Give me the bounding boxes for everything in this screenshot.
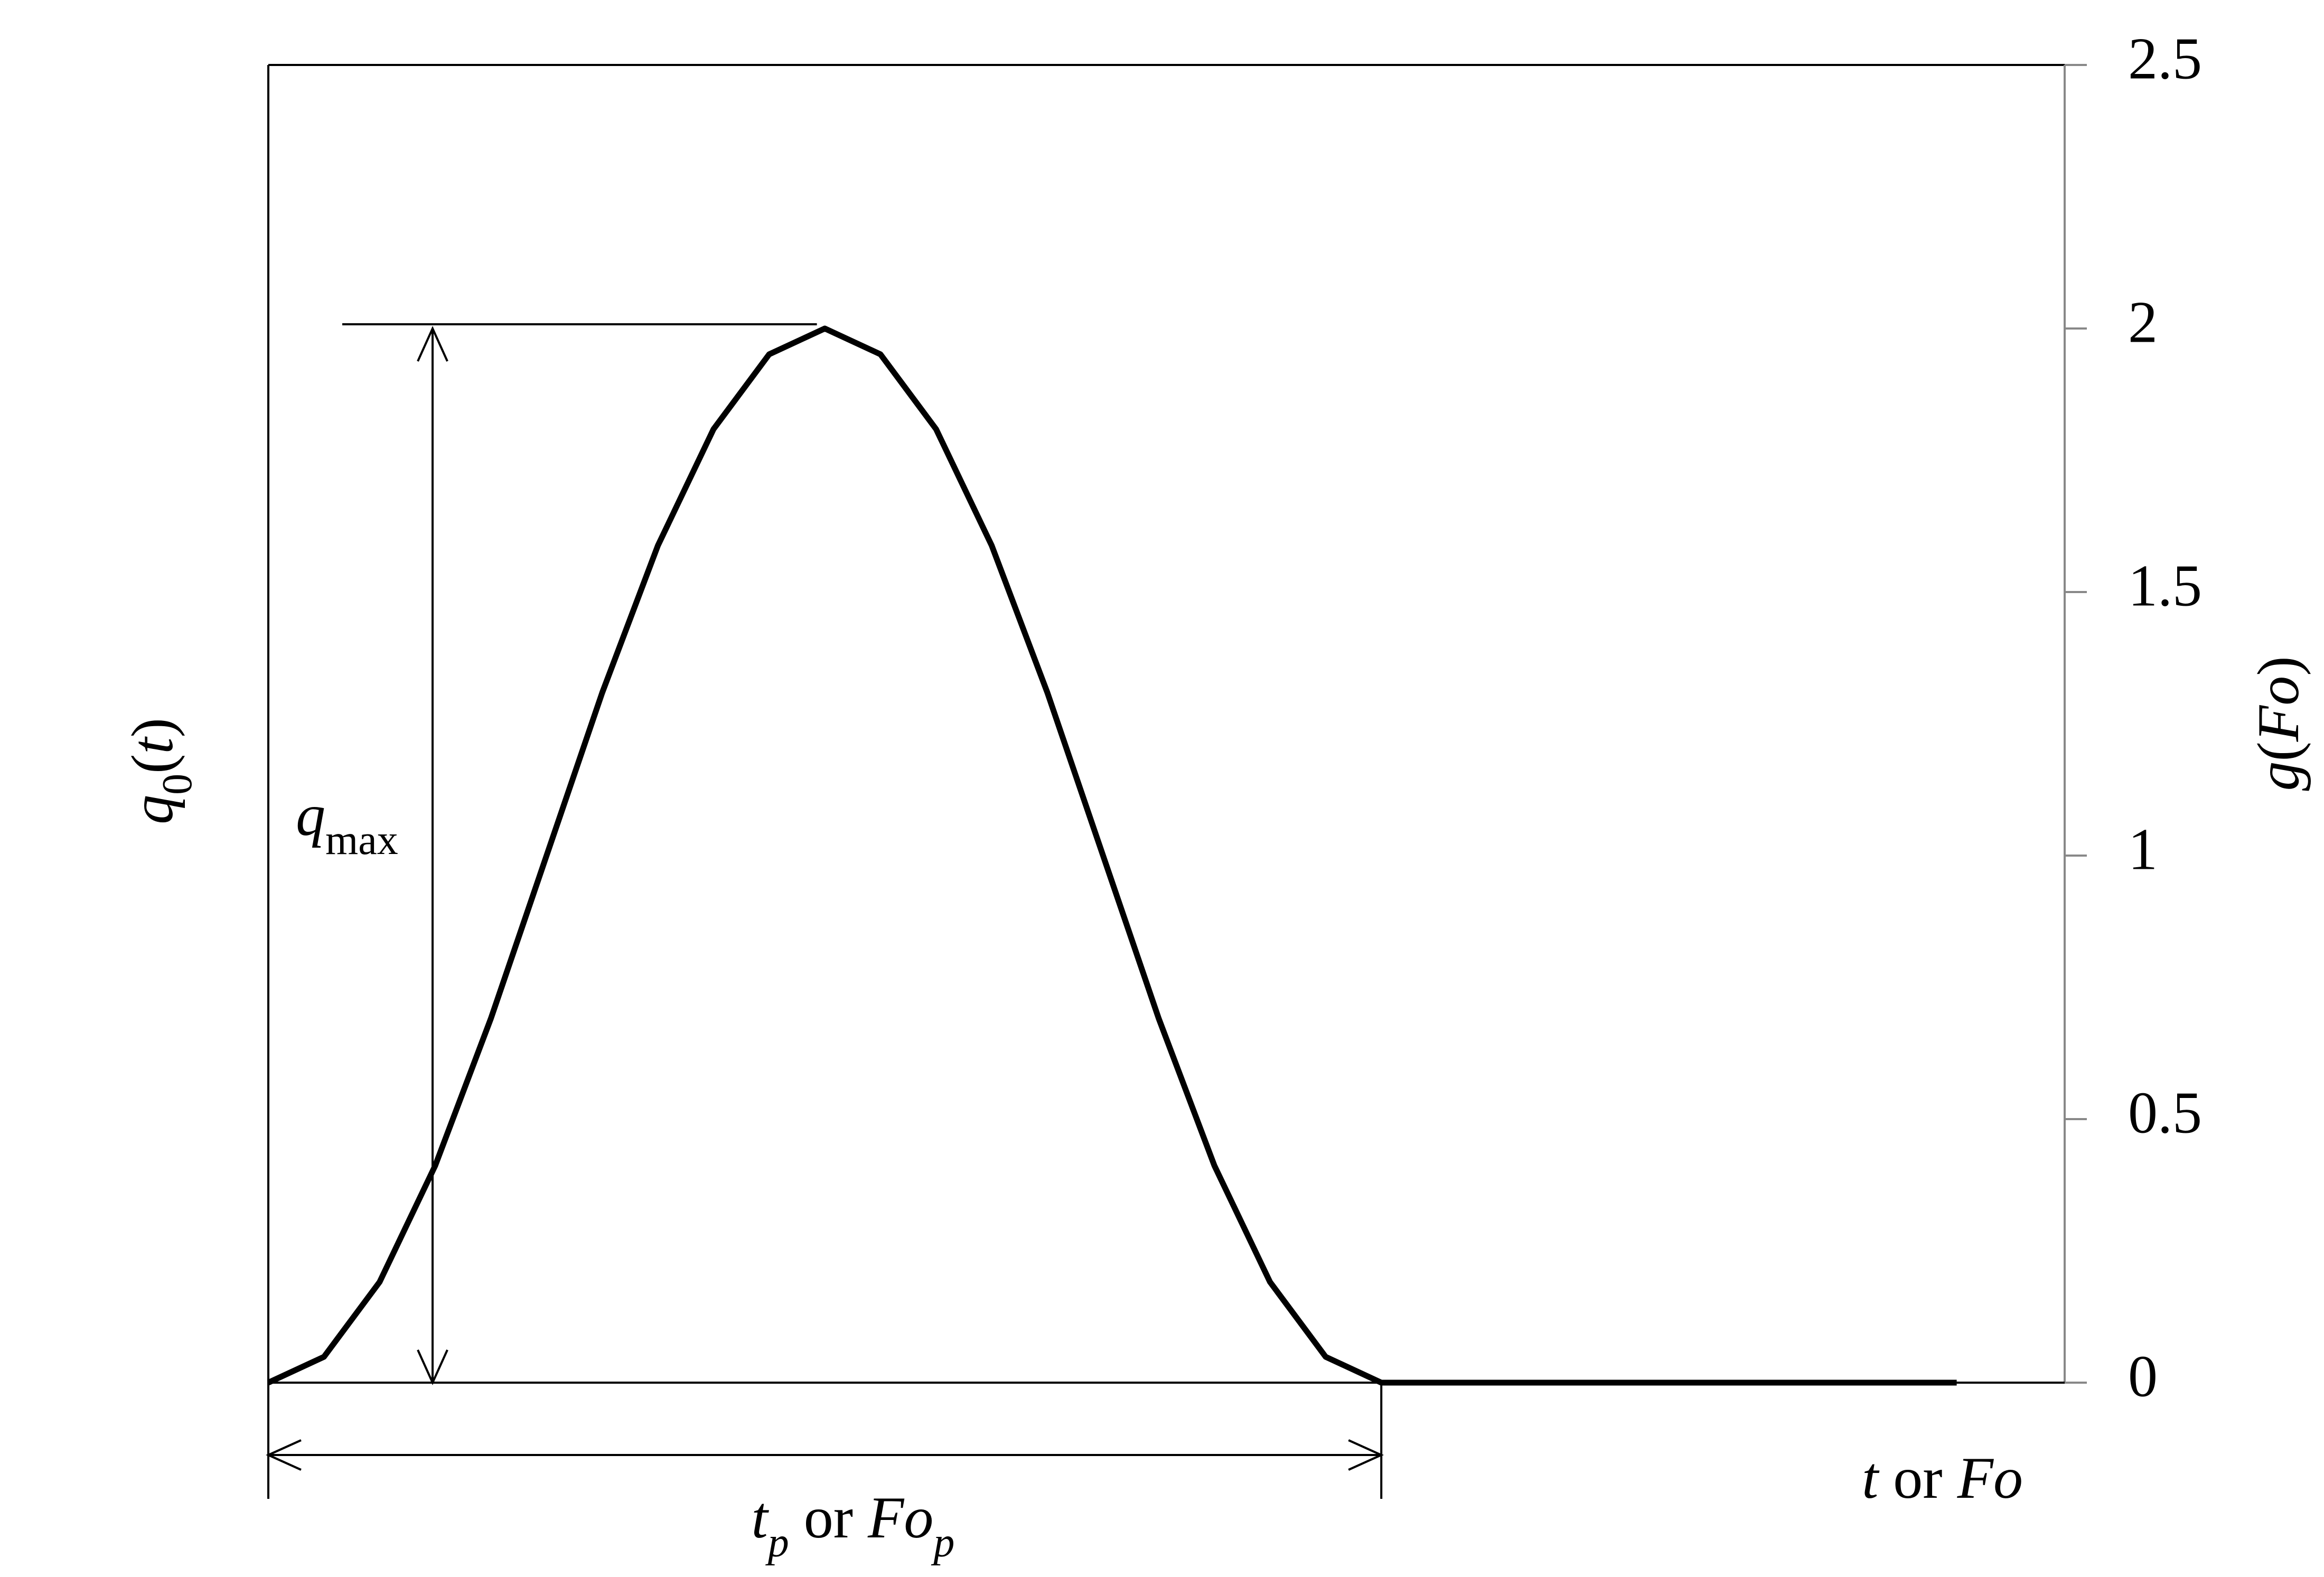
- label-part: q: [120, 795, 185, 824]
- label-part: g: [2246, 762, 2311, 791]
- label-part: or: [1878, 1445, 1957, 1511]
- label-part: t: [752, 1485, 770, 1551]
- label-part: t: [120, 736, 185, 754]
- label-part: 0: [154, 774, 201, 795]
- y-axis-label: q0(t): [120, 718, 201, 824]
- arrow-head: [417, 326, 448, 1385]
- label-part: max: [325, 817, 398, 863]
- label-part: ): [120, 718, 185, 737]
- y2-tick-label: 0.5: [2128, 1081, 2202, 1146]
- label-part: Fo: [1957, 1445, 2023, 1511]
- y2-tick-label: 0: [2128, 1344, 2158, 1410]
- qmax-label: qmax: [296, 783, 398, 864]
- label-part: Fo: [2246, 676, 2311, 742]
- label-part: p: [765, 1519, 789, 1566]
- y2-tick-label: 2: [2128, 290, 2158, 355]
- label-part: t: [1862, 1445, 1880, 1511]
- label-part: or: [789, 1485, 868, 1551]
- y2-tick-label: 1.5: [2128, 553, 2202, 619]
- arrow-head: [266, 1439, 1384, 1471]
- tp-label: tp or Fop: [752, 1485, 955, 1566]
- label-part: (: [120, 754, 185, 774]
- label-part: Fo: [867, 1485, 933, 1551]
- label-part: (: [2246, 741, 2311, 761]
- y2-tick-label: 1: [2128, 817, 2158, 883]
- label-part: p: [931, 1519, 954, 1566]
- label-part: q: [296, 783, 325, 848]
- x-axis-label: t or Fo: [1862, 1445, 2023, 1511]
- y2-axis-label: g(Fo): [2246, 656, 2311, 791]
- data-line: [267, 325, 1957, 1386]
- y2-tick-label: 2.5: [2128, 26, 2202, 92]
- label-part: ): [2246, 656, 2311, 675]
